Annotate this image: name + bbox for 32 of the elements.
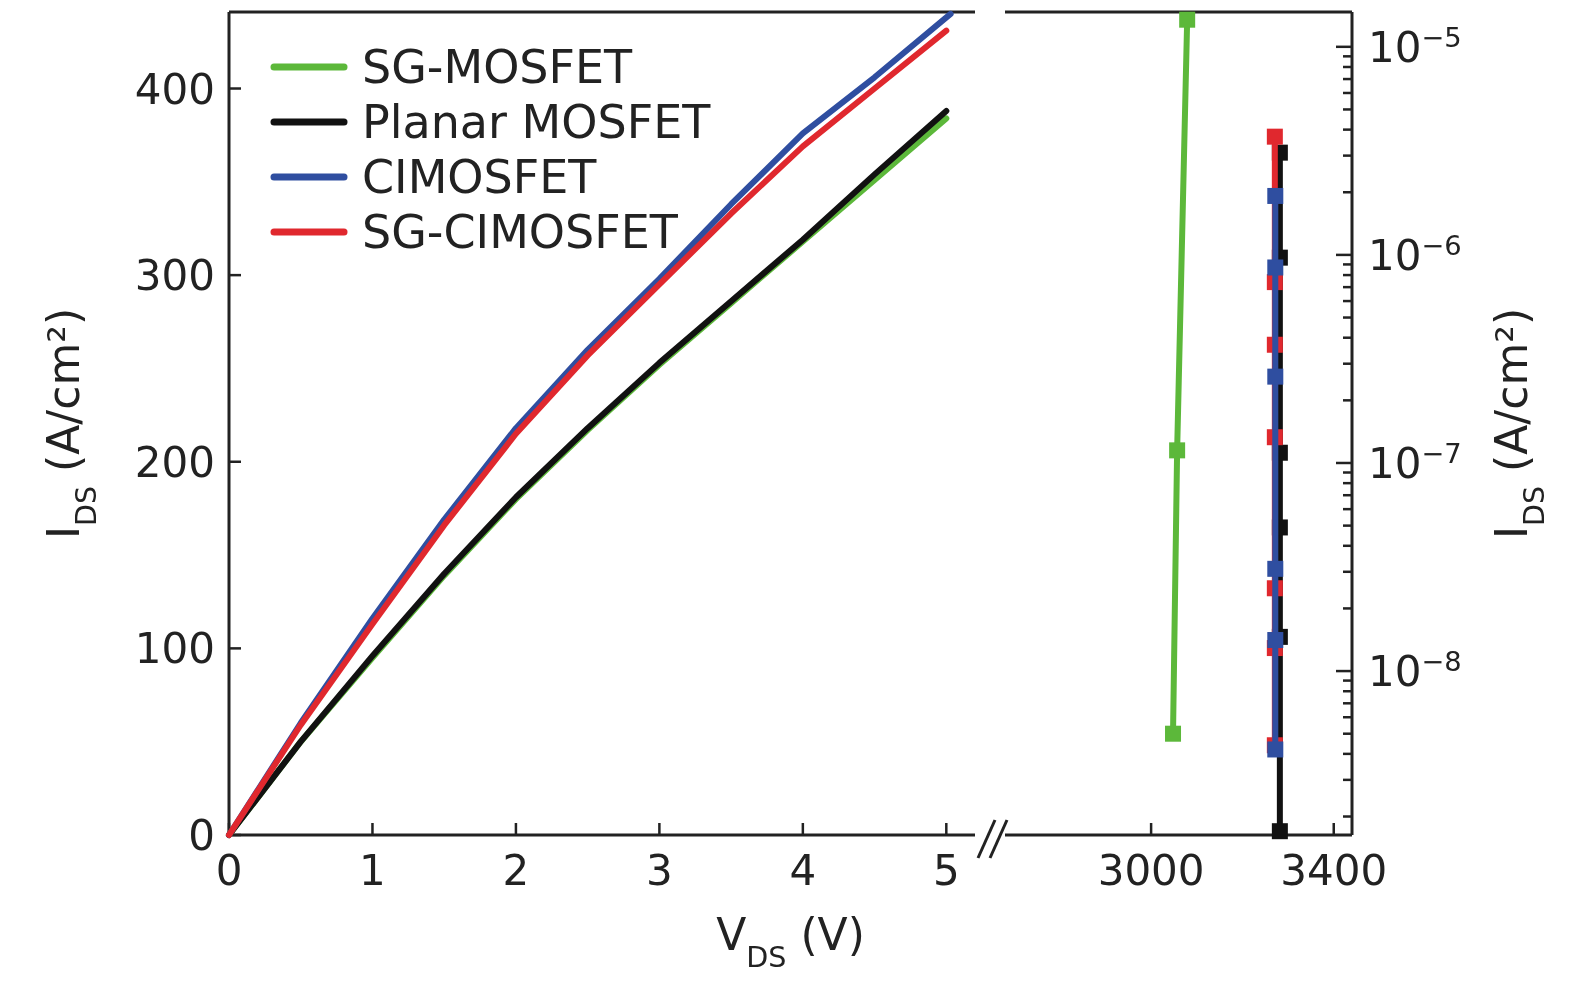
x-tick-label: 5 <box>932 846 960 895</box>
y2-tick-label: 10$^{−8}$ <box>1368 645 1462 697</box>
legend-label: Planar MOSFET <box>362 95 712 149</box>
point <box>1267 741 1284 758</box>
x-tick-label: 3400 <box>1280 846 1388 895</box>
legend-label: SG-CIMOSFET <box>362 205 679 259</box>
point <box>1266 128 1283 145</box>
point <box>1267 259 1284 276</box>
y-tick-label: 400 <box>134 64 215 114</box>
y-tick-label: 0 <box>188 811 215 860</box>
y2-tick-label: 10$^{−5}$ <box>1368 21 1462 72</box>
legend-label: CIMOSFET <box>362 150 598 204</box>
x-axis-title: V$_{DS}$ (V) <box>716 909 865 974</box>
x-tick-label: 3000 <box>1097 846 1205 895</box>
y2-tick-label: 10$^{−6}$ <box>1368 229 1462 280</box>
y2-tick-label: 10$^{−7}$ <box>1368 437 1462 488</box>
point <box>1267 187 1284 204</box>
x-tick-label: 2 <box>502 846 530 895</box>
point <box>1169 442 1186 459</box>
y-tick-label: 300 <box>134 251 215 301</box>
y-tick-label: 100 <box>134 624 215 674</box>
point <box>1267 632 1284 649</box>
point <box>1271 823 1288 840</box>
point <box>1267 368 1284 385</box>
x-tick-label: 3 <box>646 846 673 895</box>
point <box>1267 560 1284 577</box>
point <box>1165 725 1182 742</box>
legend-label: SG-MOSFET <box>362 40 634 94</box>
x-tick-label: 1 <box>359 846 386 895</box>
point <box>1179 11 1196 28</box>
y-tick-label: 200 <box>134 437 215 487</box>
x-tick-label: 4 <box>789 846 817 895</box>
